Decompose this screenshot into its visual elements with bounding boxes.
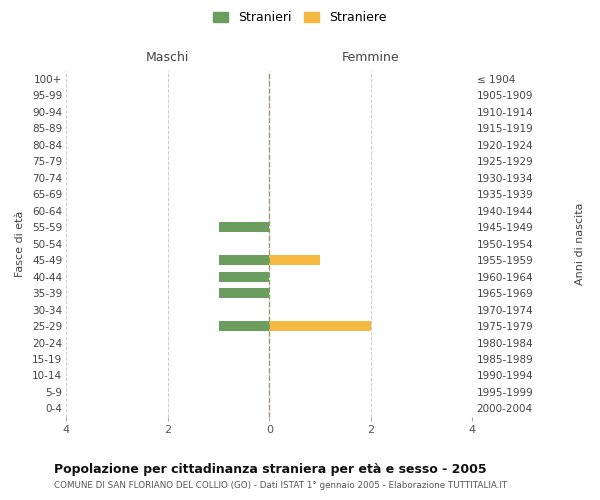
- Bar: [218, 272, 269, 281]
- Text: Femmine: Femmine: [342, 51, 400, 64]
- Bar: [218, 288, 269, 298]
- Text: Maschi: Maschi: [146, 51, 190, 64]
- Text: COMUNE DI SAN FLORIANO DEL COLLIO (GO) - Dati ISTAT 1° gennaio 2005 - Elaborazio: COMUNE DI SAN FLORIANO DEL COLLIO (GO) -…: [54, 481, 507, 490]
- Legend: Stranieri, Straniere: Stranieri, Straniere: [208, 6, 392, 29]
- Bar: [269, 255, 320, 266]
- Bar: [269, 321, 371, 331]
- Y-axis label: Fasce di età: Fasce di età: [15, 210, 25, 277]
- Bar: [218, 255, 269, 266]
- Text: Popolazione per cittadinanza straniera per età e sesso - 2005: Popolazione per cittadinanza straniera p…: [54, 462, 487, 475]
- Bar: [218, 222, 269, 232]
- Bar: [218, 321, 269, 331]
- Y-axis label: Anni di nascita: Anni di nascita: [575, 202, 585, 285]
